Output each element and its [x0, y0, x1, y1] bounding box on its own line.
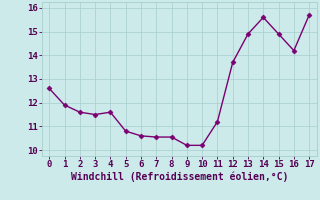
- X-axis label: Windchill (Refroidissement éolien,°C): Windchill (Refroidissement éolien,°C): [70, 172, 288, 182]
